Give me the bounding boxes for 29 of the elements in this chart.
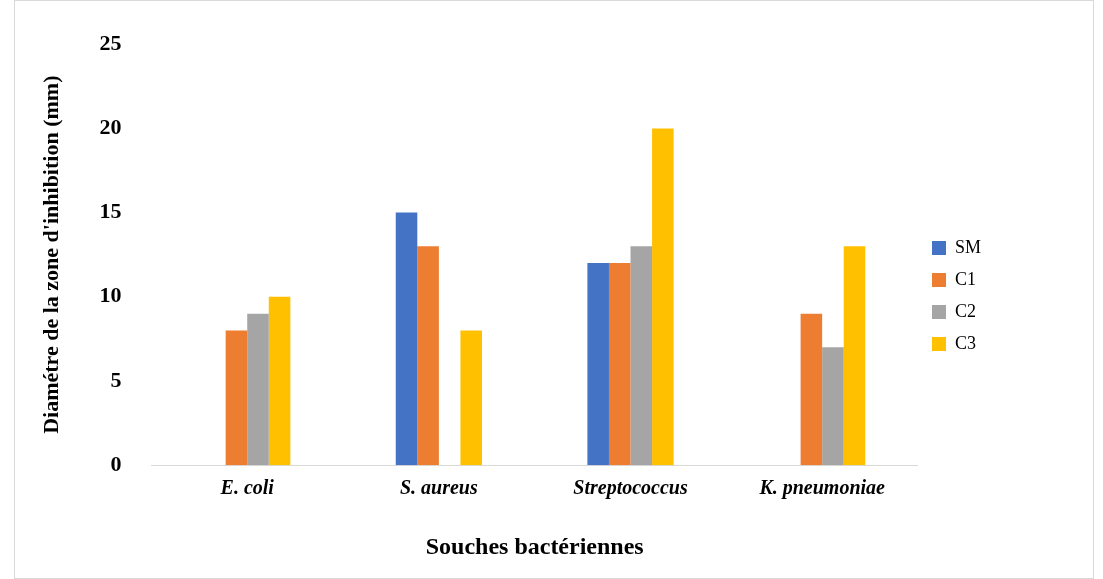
- bar: [460, 330, 482, 466]
- y-tick-label: 20: [99, 114, 122, 140]
- legend-label: SM: [954, 236, 981, 257]
- bar: [417, 246, 439, 466]
- bar: [395, 212, 418, 466]
- bar: [268, 296, 291, 466]
- y-tick-label: 10: [99, 282, 122, 308]
- legend-label: C3: [954, 332, 976, 353]
- x-tick-label: E. coli: [219, 476, 275, 499]
- bar: [843, 246, 866, 466]
- y-axis-title: Diamétre de la zone d'inhibition (mm): [37, 75, 63, 434]
- bar: [652, 128, 674, 466]
- x-tick-label: Streptococcus: [573, 476, 688, 500]
- y-tick-label: 15: [99, 198, 122, 224]
- legend-label: C2: [954, 300, 976, 321]
- bar: [247, 313, 269, 466]
- y-tick-label: 25: [99, 29, 122, 55]
- legend-label: C1: [954, 268, 976, 289]
- bar: [587, 263, 609, 466]
- y-tick-label: 5: [110, 366, 122, 392]
- bar: [630, 246, 653, 466]
- y-tick-label: 0: [110, 450, 122, 476]
- x-tick-label: S. aureus: [399, 476, 478, 499]
- x-tick-label: K. pneumoniae: [758, 476, 886, 500]
- x-axis-title: Souches bactériennes: [425, 532, 644, 559]
- bar: [822, 347, 844, 466]
- bar: [800, 313, 823, 466]
- bar: [225, 330, 248, 466]
- bar: [608, 263, 631, 466]
